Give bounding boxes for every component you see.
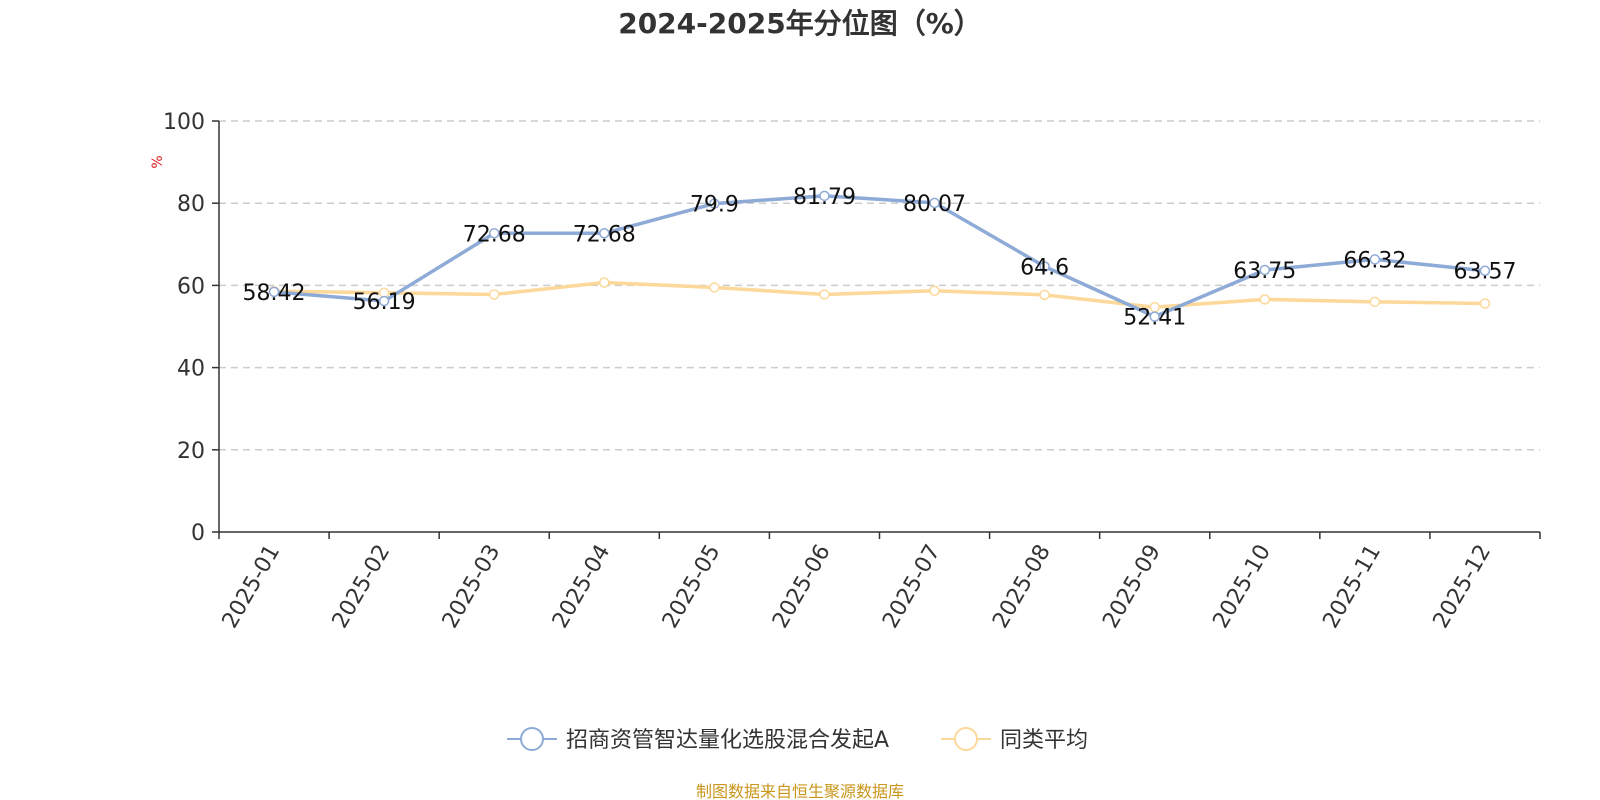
series-0-point-2025-01[interactable] xyxy=(268,286,280,298)
y-tick-label-100: 100 xyxy=(163,110,205,135)
data-label-2025-06: 81.79 xyxy=(793,185,856,210)
legend-item-fund[interactable]: 招商资管智达量化选股混合发起A xyxy=(507,727,889,753)
data-label-2025-04: 72.68 xyxy=(573,222,636,247)
y-axis-label: % xyxy=(150,155,166,168)
y-axis-ticks: 0 20 40 60 80 100 xyxy=(163,110,219,546)
series-0-point-2025-04[interactable] xyxy=(599,228,610,239)
series-group xyxy=(268,190,1491,322)
data-label-2025-07: 80.07 xyxy=(903,192,966,217)
legend: 招商资管智达量化选股混合发起A 同类平均 xyxy=(507,727,1088,753)
series-0-point-2025-08[interactable] xyxy=(1039,261,1050,272)
series-1-point-2025-03[interactable] xyxy=(488,289,500,300)
data-label-2025-11: 66.32 xyxy=(1343,248,1406,273)
series-1-point-2025-05[interactable] xyxy=(709,282,720,293)
x-tick-label-2025-09: 2025-09 xyxy=(1098,541,1166,633)
data-label-2025-09: 52.41 xyxy=(1123,306,1186,331)
series-0-point-2025-03[interactable] xyxy=(488,228,500,239)
series-1-point-2025-08[interactable] xyxy=(1039,289,1050,301)
x-tick-label-2025-08: 2025-08 xyxy=(988,541,1056,633)
data-label-2025-01: 58.42 xyxy=(243,281,306,306)
series-1-point-2025-07[interactable] xyxy=(929,285,940,296)
y-tick-label-80: 80 xyxy=(177,192,205,217)
series-0-point-2025-07[interactable] xyxy=(929,197,940,209)
series-1-point-2025-06[interactable] xyxy=(819,289,830,300)
data-label-2025-05: 79.9 xyxy=(690,193,739,218)
legend-average-circle-icon xyxy=(954,727,978,751)
legend-fund-circle-icon xyxy=(520,727,544,751)
series-1-point-2025-12[interactable] xyxy=(1479,298,1491,309)
series-0-point-2025-02[interactable] xyxy=(378,295,390,307)
series-0-point-2025-11[interactable] xyxy=(1369,254,1381,265)
series-1-point-2025-04[interactable] xyxy=(599,277,610,288)
y-tick-label-20: 20 xyxy=(177,439,205,464)
series-0-point-2025-12[interactable] xyxy=(1479,265,1491,276)
data-label-2025-02: 56.19 xyxy=(353,290,416,315)
x-tick-label-2025-07: 2025-07 xyxy=(878,541,946,633)
data-label-2025-12: 63.57 xyxy=(1453,260,1516,285)
x-tick-label-2025-12: 2025-12 xyxy=(1429,541,1497,633)
data-source-note: 制图数据来自恒生聚源数据库 xyxy=(696,782,904,800)
x-tick-label-2025-03: 2025-03 xyxy=(438,541,506,633)
series-1-point-2025-10[interactable] xyxy=(1259,294,1271,305)
axes xyxy=(218,121,1540,533)
x-tick-label-2025-02: 2025-02 xyxy=(328,541,396,633)
series-0-point-2025-06[interactable] xyxy=(819,190,830,202)
y-tick-label-60: 60 xyxy=(177,274,205,299)
data-label-2025-03: 72.68 xyxy=(463,222,526,247)
x-tick-label-2025-06: 2025-06 xyxy=(768,541,836,633)
x-axis-ticks: 2025-01 2025-02 2025-03 2025-04 2025-05 2025-… xyxy=(218,532,1541,633)
grid-lines xyxy=(219,120,1540,451)
x-tick-label-2025-04: 2025-04 xyxy=(548,541,616,633)
x-tick-label-2025-01: 2025-01 xyxy=(218,541,286,633)
series-1-point-2025-11[interactable] xyxy=(1369,296,1381,308)
series-line-1 xyxy=(274,280,1485,309)
x-tick-label-2025-05: 2025-05 xyxy=(658,541,726,633)
data-label-2025-10: 63.75 xyxy=(1233,259,1296,284)
y-tick-label-40: 40 xyxy=(177,357,205,382)
data-labels: 58.42 56.19 72.68 72.68 79.9 81.79 80.07 64.6 52… xyxy=(243,185,1517,331)
x-tick-label-2025-11: 2025-11 xyxy=(1318,541,1386,633)
series-0-point-2025-10[interactable] xyxy=(1259,264,1271,276)
y-tick-label-0: 0 xyxy=(191,521,205,546)
data-label-2025-08: 64.6 xyxy=(1020,255,1069,280)
chart-title: 2024-2025年分位图（%） xyxy=(618,7,982,40)
series-line-0 xyxy=(273,194,1486,319)
legend-fund-label: 招商资管智达量化选股混合发起A xyxy=(566,728,889,753)
legend-item-average[interactable]: 同类平均 xyxy=(941,727,1088,753)
series-0-point-2025-09[interactable] xyxy=(1149,311,1160,322)
legend-average-label: 同类平均 xyxy=(1000,728,1088,753)
series-0-point-2025-05[interactable] xyxy=(709,198,720,209)
x-tick-label-2025-10: 2025-10 xyxy=(1208,541,1276,633)
